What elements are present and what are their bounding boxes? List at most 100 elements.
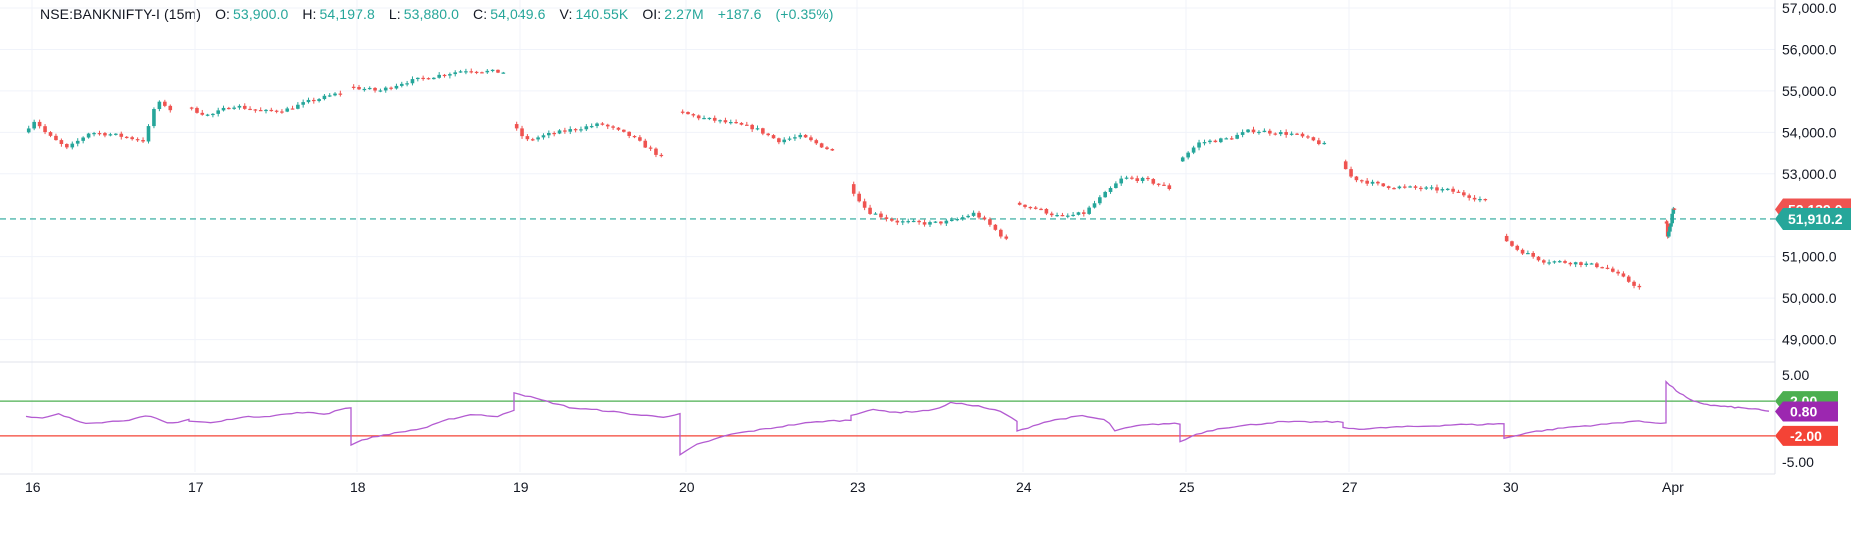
candle-body bbox=[1542, 260, 1546, 263]
candle-body bbox=[26, 128, 31, 133]
candle-body bbox=[43, 126, 47, 133]
candle-body bbox=[707, 117, 712, 120]
candle-body bbox=[568, 129, 573, 132]
candle-body bbox=[1082, 212, 1086, 214]
time-tick-label: 23 bbox=[850, 479, 866, 495]
candle-body bbox=[1124, 177, 1129, 179]
candle-body bbox=[290, 108, 295, 110]
candle-body bbox=[1386, 186, 1391, 189]
candle-body bbox=[195, 107, 199, 113]
candle-body bbox=[1262, 130, 1267, 132]
candle-body bbox=[851, 184, 856, 194]
candle-body bbox=[357, 86, 361, 90]
candle-body bbox=[702, 117, 706, 120]
candle-body bbox=[944, 220, 949, 224]
candle-body bbox=[632, 135, 637, 138]
candle-body bbox=[389, 87, 393, 89]
candle-body bbox=[696, 115, 701, 119]
time-tick-label: 25 bbox=[1179, 479, 1195, 495]
time-tick-label: Apr bbox=[1662, 479, 1684, 495]
candle-body bbox=[383, 87, 388, 91]
candle-body bbox=[1108, 188, 1113, 192]
price-tick-label: 50,000.0 bbox=[1782, 290, 1837, 306]
candle-body bbox=[306, 99, 311, 103]
candle-body bbox=[327, 95, 332, 97]
candle-body bbox=[1092, 203, 1097, 208]
candle-body bbox=[1114, 183, 1118, 189]
candle-body bbox=[432, 77, 436, 80]
candle-body bbox=[1278, 132, 1283, 135]
candle-body bbox=[1229, 138, 1234, 140]
candle-body bbox=[1060, 215, 1065, 217]
candle-body bbox=[1579, 262, 1583, 265]
candle-body bbox=[1435, 187, 1439, 191]
candle-body bbox=[1584, 263, 1589, 265]
candle-body bbox=[739, 122, 744, 125]
candle-body bbox=[1547, 262, 1551, 264]
legend-oi-value: 2.27M bbox=[664, 6, 704, 22]
candle-body bbox=[917, 220, 921, 223]
candle-body bbox=[1317, 140, 1321, 145]
candle-body bbox=[911, 220, 916, 223]
candle-body bbox=[798, 134, 803, 138]
candle-body bbox=[611, 126, 615, 128]
candle-body bbox=[416, 77, 420, 80]
candle-body bbox=[1284, 132, 1288, 135]
candle-body bbox=[782, 139, 787, 143]
candle-body bbox=[1531, 253, 1535, 257]
chart-legend: NSE:BANKNIFTY-I (15m) O: 53,900.0 H: 54,19… bbox=[40, 6, 834, 22]
candle-body bbox=[141, 140, 145, 142]
candle-body bbox=[59, 140, 64, 145]
candle-body bbox=[659, 154, 664, 157]
candle-body bbox=[405, 83, 409, 85]
candle-body bbox=[1672, 208, 1677, 210]
legend-symbol: NSE:BANKNIFTY-I (15m) bbox=[40, 6, 202, 22]
candle-body bbox=[616, 127, 621, 130]
candle-body bbox=[755, 128, 760, 130]
candle-body bbox=[108, 134, 113, 136]
candle-body bbox=[296, 104, 300, 109]
candle-body bbox=[1456, 191, 1461, 193]
candle-body bbox=[868, 207, 872, 214]
price-tick-label: 55,000.0 bbox=[1782, 83, 1837, 99]
candle-body bbox=[734, 122, 738, 124]
candle-body bbox=[32, 121, 36, 129]
candle-body bbox=[1478, 199, 1482, 201]
indicator-badge-label: -2.00 bbox=[1790, 428, 1822, 444]
candle-body bbox=[200, 112, 205, 115]
candle-body bbox=[1023, 204, 1027, 207]
candle-body bbox=[1667, 231, 1671, 237]
candle-body bbox=[530, 139, 535, 141]
candle-body bbox=[939, 221, 943, 224]
candle-body bbox=[622, 129, 626, 132]
price-tick-label: 49,000.0 bbox=[1782, 332, 1837, 348]
candle-body bbox=[1208, 140, 1212, 143]
indicator-badge-label: 0.80 bbox=[1790, 404, 1817, 420]
candle-body bbox=[1191, 147, 1196, 153]
candle-body bbox=[1626, 276, 1631, 282]
candle-body bbox=[216, 110, 221, 114]
candle-body bbox=[873, 213, 878, 215]
candle-body bbox=[97, 133, 102, 135]
legend-close-value: 54,049.6 bbox=[490, 6, 546, 22]
time-tick-label: 24 bbox=[1016, 479, 1032, 495]
candle-body bbox=[691, 114, 696, 116]
candle-body bbox=[86, 133, 91, 138]
candle-body bbox=[988, 219, 992, 225]
candle-body bbox=[1557, 261, 1562, 263]
candle-body bbox=[1300, 133, 1305, 137]
candle-body bbox=[1071, 214, 1075, 217]
candle-body bbox=[573, 129, 578, 131]
candle-body bbox=[1103, 191, 1107, 198]
candle-body bbox=[579, 129, 583, 131]
candle-body bbox=[1611, 268, 1615, 272]
candle-body bbox=[1370, 181, 1375, 184]
candle-body bbox=[643, 140, 648, 148]
candle-body bbox=[333, 93, 337, 96]
candle-body bbox=[367, 87, 372, 90]
candle-body bbox=[584, 126, 589, 130]
candle-body bbox=[922, 222, 927, 225]
candle-body bbox=[1376, 181, 1380, 184]
candle-body bbox=[960, 217, 965, 220]
